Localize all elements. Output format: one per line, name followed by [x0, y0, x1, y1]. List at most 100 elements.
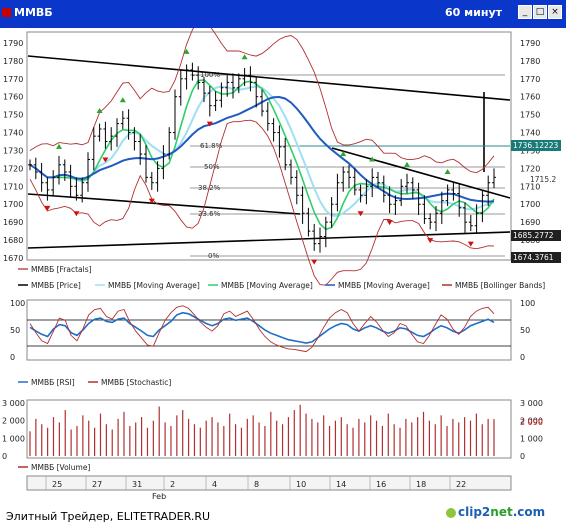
price-legend: ММВБ [Fractals] ММВБ [Price] ММВБ [Movin…: [18, 265, 545, 290]
y-tick-label: 1680: [3, 236, 23, 245]
y-tick-label: 1770: [520, 75, 540, 84]
y-tick-label: 1670: [3, 254, 23, 263]
fractals: [44, 48, 474, 265]
y-tick-label: 2 000: [2, 417, 25, 426]
fractal-up-marker: [340, 151, 347, 157]
y-tick-label: 1750: [3, 111, 23, 120]
x-tick-label: 2: [170, 480, 175, 489]
price-bars: [28, 62, 496, 253]
bollinger-bands: [29, 28, 495, 286]
legend-item: ММВБ [Volume]: [31, 463, 90, 472]
y-tick-label: 100: [520, 299, 535, 308]
volume-legend: ММВБ [Volume]: [18, 463, 90, 472]
volume-axis: 3 000 3 000 2 000 2 000 1 000 1 000 0 0: [2, 399, 543, 461]
x-tick-label: 22: [456, 480, 466, 489]
legend-item: ММВБ [RSI]: [31, 378, 75, 387]
fractal-down-marker: [102, 157, 109, 163]
y-tick-label: 1 000: [2, 434, 25, 443]
legend-item: ММВБ [Price]: [31, 281, 81, 290]
volume-current-value: 2 090: [520, 418, 543, 427]
y-tick-label: 1720: [3, 164, 23, 173]
bollinger-upper-band: [29, 28, 495, 174]
legend-item: ММВБ [Bollinger Bands]: [455, 281, 545, 290]
bollinger-lower-band: [29, 119, 495, 286]
y-tick-label: 1760: [3, 93, 23, 102]
value-box-text: 1736.12223: [513, 141, 559, 150]
y-tick-label: 50: [10, 326, 20, 335]
volume-bars: [29, 404, 495, 456]
x-tick-label: 31: [132, 480, 142, 489]
y-tick-label: 1790: [3, 39, 23, 48]
y-tick-label: 100: [10, 299, 25, 308]
legend-item: ММВБ [Fractals]: [31, 265, 92, 274]
fractal-down-marker: [73, 211, 80, 217]
moving-average-line: [29, 79, 495, 231]
x-tick-label: 4: [212, 480, 217, 489]
clip2net-logo[interactable]: clip2net.com: [446, 505, 545, 519]
y-tick-label: 1700: [3, 200, 23, 209]
fib-label: 50%: [204, 163, 220, 171]
fractal-up-marker: [96, 108, 103, 114]
rsi-line: [29, 311, 495, 344]
chart-area[interactable]: 1790 1780 1770 1760 1750 1740 1730 1720 1710 1700…: [0, 28, 566, 503]
legend-item: ММВБ [Moving Average]: [221, 281, 313, 290]
x-tick-label: 10: [296, 480, 306, 489]
x-tick-label: 16: [376, 480, 386, 489]
fib-label: 0%: [208, 252, 219, 260]
value-box: [511, 230, 561, 241]
watermark-text: Элитный Трейдер, ELITETRADER.RU: [6, 510, 211, 523]
time-axis-labels: 25 27 31 2 4 8 10 14 16 18 22: [45, 476, 466, 490]
stochastic-line: [29, 305, 495, 353]
trend-lines[interactable]: [27, 55, 511, 249]
x-tick-label: 18: [416, 480, 426, 489]
maximize-button[interactable]: □: [533, 5, 547, 19]
oscillator-lines: [29, 305, 495, 353]
y-tick-label: 2 000: [520, 417, 543, 426]
oscillator-pane[interactable]: [26, 299, 512, 361]
y-tick-label: 1740: [520, 129, 540, 138]
volume-pane[interactable]: [26, 399, 512, 459]
y-tick-label: 1780: [520, 57, 540, 66]
x-tick-label: 8: [254, 480, 259, 489]
legend-item: ММВБ [Moving Average]: [338, 281, 430, 290]
value-box-text: 1674.3761: [513, 253, 554, 262]
value-box-text: 1685.2772: [513, 231, 554, 240]
fractal-down-marker: [311, 259, 318, 265]
y-tick-label: 0: [2, 452, 7, 461]
fractal-down-marker: [357, 211, 364, 217]
y-tick-label: 3 000: [2, 399, 25, 408]
y-tick-label: 1770: [3, 75, 23, 84]
fractal-up-marker: [444, 168, 451, 174]
y-tick-label: 1710: [3, 182, 23, 191]
fractal-up-marker: [56, 143, 62, 149]
y-tick-label: 1760: [520, 93, 540, 102]
oscillator-legend: ММВБ [RSI] ММВБ [Stochastic]: [18, 378, 171, 387]
timeframe-label[interactable]: 60 минут: [445, 6, 502, 19]
clip2net-logo-icon: [446, 507, 456, 518]
oscillator-levels: [27, 319, 511, 347]
y-tick-label: 1790: [520, 39, 540, 48]
price-axis-left: 1790 1780 1770 1760 1750 1740 1730 1720 1710 1700…: [3, 39, 23, 263]
month-label: Feb: [152, 492, 166, 501]
minimize-button[interactable]: _: [518, 5, 532, 19]
fib-label: 100%: [200, 71, 220, 79]
y-tick-label: 1750: [520, 111, 540, 120]
window-title: ММВБ: [14, 6, 53, 19]
y-tick-label: 1710: [520, 182, 540, 191]
y-tick-label: 50: [520, 326, 530, 335]
window-titlebar[interactable]: ММВБ 60 минут _ □ ×: [0, 0, 566, 28]
x-tick-label: 27: [92, 480, 102, 489]
y-tick-label: 0: [10, 353, 15, 362]
y-tick-label: 0: [520, 353, 525, 362]
y-tick-label: 3 000: [520, 399, 543, 408]
fib-label: 23.6%: [198, 210, 221, 218]
fractal-down-marker: [427, 238, 434, 244]
y-tick-label: 1780: [3, 57, 23, 66]
value-box: [511, 140, 561, 151]
fractal-up-marker: [183, 48, 190, 54]
close-button[interactable]: ×: [548, 5, 562, 19]
fractal-down-marker: [467, 241, 474, 247]
fractal-down-marker: [148, 198, 155, 204]
y-tick-label: 0: [520, 452, 525, 461]
fractal-up-marker: [369, 156, 376, 162]
